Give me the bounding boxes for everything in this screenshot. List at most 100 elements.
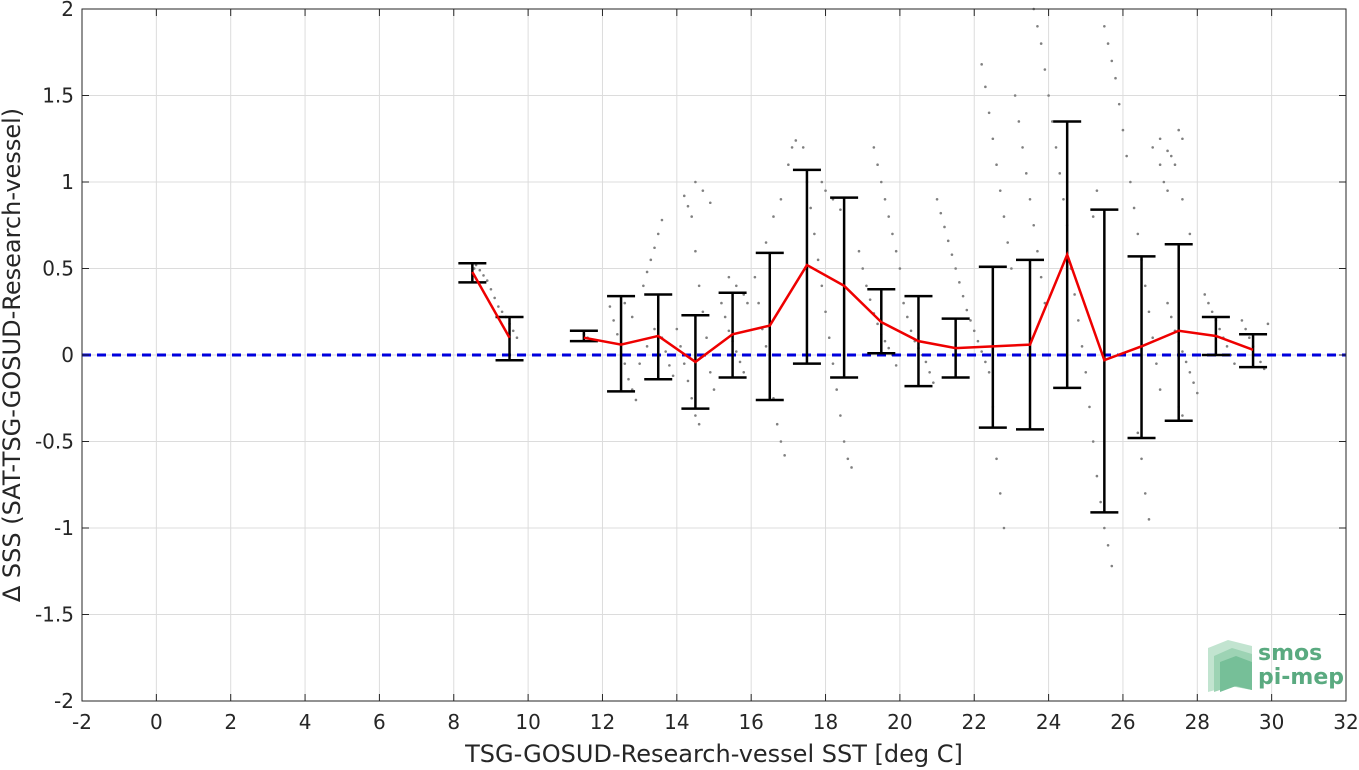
scatter-point — [976, 339, 980, 343]
scatter-point — [645, 345, 649, 348]
scatter-point — [653, 246, 656, 250]
scatter-point — [772, 215, 775, 218]
scatter-point — [1143, 492, 1147, 495]
scatter-point — [515, 336, 519, 340]
y-axis-ticks: -2 -1.5 -1 -0.5 0 0.5 1 1.5 2 — [35, 0, 1346, 713]
scatter-point — [1110, 564, 1114, 568]
scatter-point — [1151, 336, 1154, 340]
scatter-point — [1147, 310, 1151, 314]
scatter-point — [1129, 180, 1132, 184]
scatter-point — [1117, 102, 1121, 106]
scatter-point — [835, 388, 838, 391]
scatter-point — [1058, 172, 1062, 175]
scatter-point — [816, 258, 820, 262]
scatter-point — [879, 180, 883, 184]
scatter-point — [1158, 137, 1162, 141]
scatter-point — [980, 350, 983, 353]
scatter-point — [1184, 360, 1188, 364]
scatter-point — [694, 180, 697, 184]
mean-line-layer — [471, 251, 1254, 364]
scatter-point — [735, 284, 738, 288]
x-tick-label: 10 — [515, 710, 540, 734]
scatter-point — [939, 211, 943, 215]
x-tick-label: 32 — [1333, 710, 1358, 734]
scatter-point — [1162, 180, 1166, 184]
scatter-point — [1181, 350, 1184, 353]
scatter-point — [954, 267, 957, 270]
scatter-point — [653, 327, 656, 331]
scatter-point — [690, 215, 693, 218]
y-tick-label: 1 — [61, 170, 74, 194]
scatter-point — [1266, 322, 1270, 326]
x-tick-label: 26 — [1110, 710, 1135, 734]
scatter-point — [820, 180, 824, 184]
x-axis-label: TSG-GOSUD-Research-vessel SST [deg C] — [464, 740, 963, 768]
scatter-point — [1203, 293, 1207, 296]
y-tick-label: -2 — [54, 689, 74, 713]
scatter-point — [1095, 189, 1099, 192]
scatter-point — [630, 315, 634, 319]
scatter-point — [995, 457, 998, 461]
scatter-point — [1181, 198, 1184, 201]
y-tick-label: -0.5 — [35, 430, 74, 454]
scatter-point — [1043, 68, 1047, 71]
scatter-point — [1169, 315, 1173, 319]
scatter-point — [1244, 327, 1247, 331]
logo-text-smos: smos — [1258, 641, 1322, 666]
scatter-point — [779, 198, 783, 201]
mean-line — [471, 271, 511, 339]
scatter-point — [1207, 301, 1210, 305]
scatter-point — [701, 310, 705, 314]
scatter-point — [1218, 327, 1221, 331]
scatter-point — [1147, 518, 1151, 521]
scatter-point — [478, 268, 482, 272]
scatter-point — [656, 232, 660, 236]
scatter-point — [958, 281, 961, 284]
scatter-point — [1024, 172, 1028, 175]
scatter-point — [1084, 371, 1088, 374]
scatter-point — [686, 204, 690, 208]
scatter-point — [1013, 94, 1017, 97]
y-tick-label: 1.5 — [42, 84, 74, 108]
scatter-point — [511, 329, 515, 333]
x-tick-label: 24 — [1036, 710, 1061, 734]
scatter-point — [1166, 301, 1169, 305]
scatter-point — [1047, 94, 1050, 97]
smos-logo: smos pi-mep — [1208, 640, 1344, 692]
scatter-point — [1240, 319, 1244, 322]
scatter-point — [1073, 293, 1076, 296]
x-tick-label: 12 — [590, 710, 615, 734]
scatter-point — [1051, 120, 1054, 123]
y-tick-label: 0.5 — [42, 257, 74, 281]
x-tick-label: 28 — [1185, 710, 1210, 734]
logo-text-pimep: pi-mep — [1258, 665, 1344, 690]
scatter-point — [697, 422, 701, 426]
mean-line — [583, 251, 1254, 364]
scatter-point — [485, 279, 489, 282]
scatter-point — [735, 350, 738, 353]
scatter-point — [969, 319, 972, 322]
scatter-point — [649, 258, 653, 262]
scatter-point — [902, 301, 905, 305]
scatter-point — [1233, 362, 1236, 365]
scatter-point — [671, 374, 675, 378]
scatter-point — [775, 422, 779, 426]
scatter-point — [634, 398, 638, 402]
scatter-point — [1054, 146, 1058, 149]
scatter-point — [608, 305, 612, 308]
scatter-point — [932, 381, 935, 384]
scatter-point — [493, 296, 496, 300]
scatter-point — [1036, 25, 1039, 28]
scatter-point — [961, 294, 965, 298]
scatter-point — [887, 346, 891, 350]
scatter-point — [1195, 391, 1199, 395]
scatter-point — [1110, 59, 1114, 63]
scatter-point — [950, 253, 954, 256]
scatter-point — [694, 414, 697, 417]
scatter-point — [831, 362, 835, 365]
y-tick-label: -1 — [54, 516, 74, 540]
y-tick-label: 2 — [61, 0, 74, 21]
scatter-point — [1043, 301, 1047, 305]
scatter-point — [1039, 42, 1043, 45]
